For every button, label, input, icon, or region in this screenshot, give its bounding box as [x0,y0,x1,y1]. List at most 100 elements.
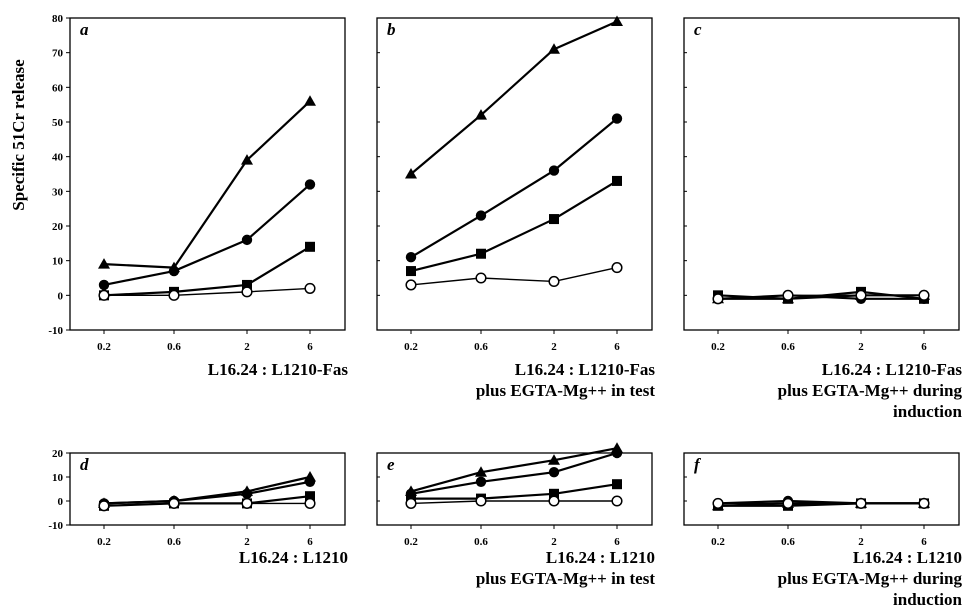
panel-c: 0.2 0.6 2 6 c L16.24 : L1210-Fas plus EGTA-Mg+… [683,17,963,421]
x-tick-label: 2 [858,536,864,548]
panel-frame [69,452,346,526]
data-point-open-circle [548,275,560,288]
y-tick-label: 10 [52,472,64,484]
x-tick-label: 6 [614,341,620,353]
data-point-open-circle [405,497,417,509]
x-tick-label: 2 [244,341,250,353]
data-point-circle [475,210,487,221]
y-tick-label: 80 [52,13,64,25]
panel-caption-line: induction [893,402,963,421]
data-point-square [305,241,315,252]
data-point-square [406,266,416,277]
data-point-open-circle [98,500,110,512]
x-tick-label: 0.6 [167,536,181,548]
panel-letter: d [80,455,89,474]
y-axis-label: Specific 51Cr release [9,59,28,211]
data-point-circle [475,476,487,487]
data-point-triangle [475,466,487,477]
data-point-open-circle [855,497,867,509]
y-tick-label: 20 [52,448,64,460]
panel-caption-line: plus EGTA-Mg++ in test [476,381,655,400]
panel-caption-line: L16.24 : L1210 [546,548,655,567]
series-line-circle [103,480,311,505]
series-line-open-circle [410,500,617,505]
data-point-square [612,175,622,186]
panel-frame [376,17,653,331]
x-tick-label: 0.2 [404,341,418,353]
panel-frame [69,17,346,331]
panel-caption-line: L16.24 : L1210-Fas [515,360,656,379]
series-line-triangle [410,447,618,493]
data-point-square [476,248,486,259]
x-tick-label: 0.6 [781,341,795,353]
panel-a: -10 0 10 20 30 40 50 60 70 80 0.2 0.6 2 6 a L16.24 : L1… [48,13,348,379]
series-line-square [103,245,311,297]
series-line-open-circle [104,287,311,297]
series-line-open-circle [410,266,618,286]
panel-frame [683,17,960,331]
panel-e: 0.2 0.6 2 6 e L16.24 : L1210 plus EGTA-Mg++ in… [376,442,655,588]
panel-caption-line: induction [893,590,963,609]
data-point-circle [405,252,417,263]
y-tick-label: 50 [52,117,64,129]
panel-caption-line: L16.24 : L1210-Fas [208,360,349,379]
x-tick-label: 0.6 [474,341,488,353]
y-tick-label: -10 [48,325,63,337]
data-point-open-circle [782,497,794,509]
data-point-open-circle [405,279,417,291]
data-point-square [549,488,559,499]
x-tick-label: 6 [921,341,927,353]
y-tick-label: 20 [52,221,64,233]
x-tick-label: 0.2 [97,536,111,548]
y-tick-label: 0 [58,496,64,508]
data-point-triangle [98,258,110,269]
data-point-square [242,279,252,290]
data-point-open-circle [475,272,487,284]
x-tick-label: 2 [244,536,250,548]
data-point-open-circle [304,282,316,294]
y-tick-label: 30 [52,186,64,198]
data-point-open-circle [611,495,623,507]
data-point-circle [611,447,623,459]
data-point-circle [98,279,110,291]
data-point-circle [241,488,253,499]
data-point-triangle [405,168,417,179]
series-line-square [410,179,618,273]
series-line-circle [410,117,618,259]
x-tick-label: 0.6 [474,536,488,548]
x-tick-label: 0.2 [404,536,418,548]
y-tick-label: 70 [52,48,64,60]
data-point-open-circle [241,286,253,298]
data-point-open-circle [241,497,253,509]
x-tick-label: 6 [307,536,313,548]
panel-caption-line: plus EGTA-Mg++ in test [476,569,655,588]
data-point-open-circle [918,289,930,301]
data-point-open-circle [98,289,110,301]
x-tick-label: 2 [551,536,557,548]
data-point-circle [611,113,623,124]
x-tick-label: 0.6 [781,536,795,548]
data-point-square [549,214,559,225]
y-tick-label: -10 [48,520,63,532]
panel-caption-line: plus EGTA-Mg++ during [778,381,963,400]
data-point-square [305,491,315,502]
x-tick-label: 0.6 [167,341,181,353]
data-point-triangle [241,154,253,165]
panel-d: -10 0 10 20 0.2 0.6 2 6 d L16.24 : L1210 [48,448,348,567]
panel-f: 0.2 0.6 2 6 f L16.24 : L1210 plus EGTA-Mg++ du… [683,452,963,609]
panel-letter: e [387,455,395,474]
data-point-triangle [548,43,560,54]
y-tick-label: 60 [52,82,64,94]
data-point-square [612,479,622,490]
data-point-circle [241,234,253,246]
series-line-open-circle [717,294,924,300]
data-point-open-circle [782,289,794,301]
series-line-triangle [410,20,618,175]
panel-b: 0.2 0.6 2 6 b L16.24 : L1210-Fas plus EGTA-Mg+… [376,15,656,400]
data-point-triangle [611,15,623,26]
x-tick-label: 0.2 [711,341,725,353]
data-point-open-circle [611,262,623,274]
data-point-circle [304,179,316,190]
data-point-open-circle [548,495,560,507]
